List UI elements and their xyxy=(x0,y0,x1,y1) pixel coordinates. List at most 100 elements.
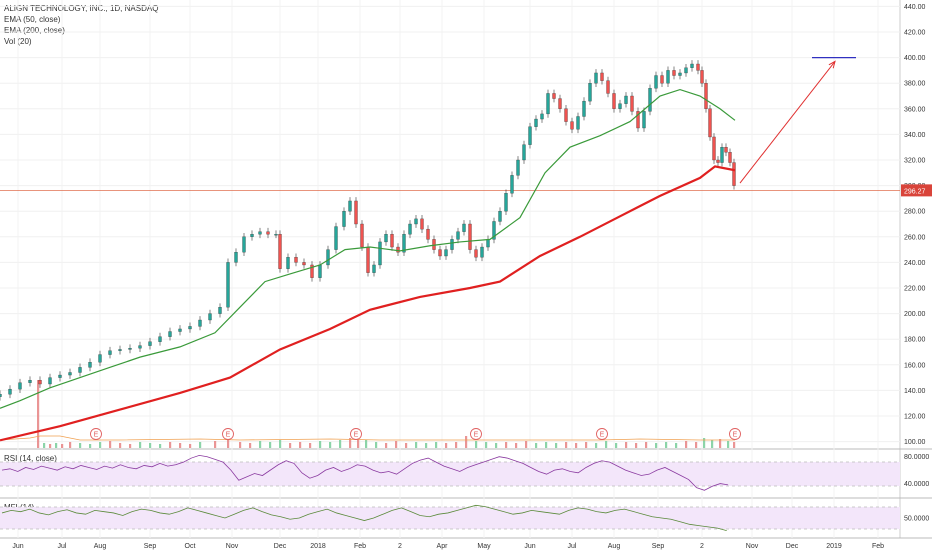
volume-bar xyxy=(605,441,608,448)
mfi-tick-label: 50.0000 xyxy=(904,516,929,523)
ema50-line xyxy=(0,88,736,409)
candle-body xyxy=(402,234,406,253)
earnings-marker[interactable] xyxy=(350,428,362,440)
volume-bar xyxy=(565,442,568,448)
x-tick-label: Dec xyxy=(786,543,799,550)
candle-body xyxy=(642,111,646,129)
volume-bar xyxy=(635,443,638,448)
volume-bar xyxy=(719,439,722,448)
y-tick-label: 360.00 xyxy=(904,106,926,113)
earnings-marker[interactable] xyxy=(596,428,608,440)
y-tick-label: 340.00 xyxy=(904,132,926,139)
candle-body xyxy=(444,249,448,257)
candle-body xyxy=(58,374,62,378)
arrow-head xyxy=(828,60,836,69)
volume-bar xyxy=(545,442,548,448)
candle-body xyxy=(278,234,282,269)
x-tick-label: Sep xyxy=(652,543,665,550)
ema200-line xyxy=(0,165,736,442)
candle-body xyxy=(294,257,298,263)
volume-bar xyxy=(405,443,408,448)
volume-bar xyxy=(299,442,302,448)
candle-body xyxy=(426,228,430,240)
earnings-marker-label: E xyxy=(474,432,479,439)
candle-body xyxy=(700,70,704,84)
candle-body xyxy=(492,221,496,240)
volume-bar xyxy=(711,440,714,448)
candle-body xyxy=(546,93,550,115)
volume-bar xyxy=(485,442,488,448)
candle-body xyxy=(372,264,376,273)
volume-bar xyxy=(375,442,378,448)
candle-body xyxy=(0,394,2,397)
candle-body xyxy=(438,249,442,257)
x-tick-label: Nov xyxy=(226,543,239,550)
candle-body xyxy=(486,239,490,248)
candle-body xyxy=(208,313,212,321)
volume-bar xyxy=(525,441,528,448)
candle-body xyxy=(540,113,544,120)
volume-bar xyxy=(189,444,192,448)
earnings-marker-label: E xyxy=(733,432,738,439)
volume-bar xyxy=(109,441,112,448)
candle-body xyxy=(318,264,322,278)
candle-body xyxy=(516,159,520,176)
candle-body xyxy=(178,328,182,332)
candle-body xyxy=(326,249,330,266)
rsi-legend: RSI (14, close) xyxy=(4,454,57,463)
volume-bar xyxy=(89,444,92,448)
candle-body xyxy=(716,159,720,163)
volume-bar xyxy=(129,444,132,448)
candle-body xyxy=(384,234,388,243)
candle-body xyxy=(28,380,32,383)
candle-body xyxy=(432,239,436,250)
y-tick-label: 380.00 xyxy=(904,81,926,88)
volume-bar xyxy=(415,442,418,448)
rsi-band xyxy=(0,462,900,486)
x-tick-label: 2018 xyxy=(310,543,326,550)
candle-body xyxy=(274,234,278,236)
candle-body xyxy=(462,223,466,232)
trend-arrow[interactable] xyxy=(739,61,836,184)
candle-body xyxy=(696,63,700,71)
candle-body xyxy=(78,367,82,373)
candle-body xyxy=(660,75,664,84)
x-tick-label: Jul xyxy=(58,543,67,550)
volume-bar xyxy=(535,443,538,448)
volume-bar xyxy=(665,442,668,448)
ema50-legend: EMA (50, close) xyxy=(4,15,61,24)
x-tick-label: Dec xyxy=(274,543,287,550)
volume-bar xyxy=(227,439,230,448)
earnings-marker-label: E xyxy=(600,432,605,439)
candle-body xyxy=(286,257,290,269)
volume-bar xyxy=(289,443,292,448)
candle-body xyxy=(594,72,598,84)
earnings-marker[interactable] xyxy=(470,428,482,440)
earnings-marker[interactable] xyxy=(90,428,102,440)
candle-body xyxy=(498,211,502,222)
mfi-line xyxy=(1,504,727,532)
volume-bar xyxy=(655,443,658,448)
candle-body xyxy=(148,341,152,346)
mfi-band xyxy=(0,507,900,529)
candle-body xyxy=(456,231,460,240)
candle-body xyxy=(118,349,122,351)
earnings-marker[interactable] xyxy=(729,428,741,440)
candle-body xyxy=(158,336,162,342)
candle-body xyxy=(218,307,222,314)
candle-body xyxy=(226,262,230,308)
volume-bar xyxy=(585,442,588,448)
volume-bar xyxy=(645,442,648,448)
candle-body xyxy=(48,377,52,385)
candle-body xyxy=(576,116,580,130)
candle-body xyxy=(310,264,314,278)
volume-bar xyxy=(99,442,102,448)
x-tick-label: 2 xyxy=(398,543,402,550)
volume-bar xyxy=(329,442,332,448)
earnings-marker[interactable] xyxy=(222,428,234,440)
volume-bar xyxy=(69,442,72,448)
x-tick-label: 2019 xyxy=(826,543,842,550)
volume-bar xyxy=(159,444,162,448)
y-tick-label: 180.00 xyxy=(904,337,926,344)
